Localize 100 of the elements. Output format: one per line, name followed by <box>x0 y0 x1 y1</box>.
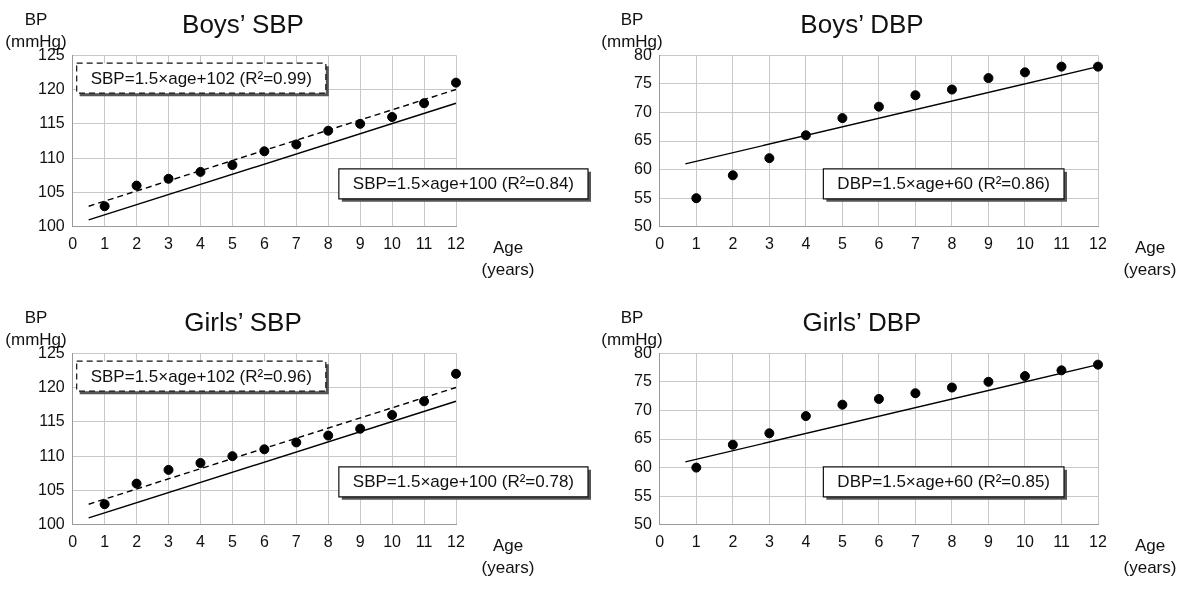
x-tick-label: 5 <box>227 234 237 252</box>
point <box>1093 359 1103 370</box>
y-tick-label: 70 <box>634 102 652 120</box>
annotation: DBP=1.5×age+60 (R²=0.86) <box>837 174 1051 194</box>
point <box>1019 371 1030 382</box>
y-axis-title: BP (mmHg) <box>601 307 663 349</box>
point <box>387 111 398 122</box>
x-tick-label: 9 <box>984 234 993 252</box>
x-tick-label: 4 <box>801 532 811 550</box>
point <box>451 368 461 379</box>
y-tick-label: 105 <box>37 480 65 498</box>
point <box>195 458 206 469</box>
point <box>419 396 430 407</box>
x-axis-title: Age (years) <box>1123 238 1177 280</box>
point <box>800 411 811 422</box>
point <box>727 439 738 450</box>
y-tick-label: 75 <box>634 372 652 390</box>
point <box>1056 365 1067 376</box>
x-tick-label: 8 <box>947 532 957 550</box>
x-tick-label: 7 <box>291 532 301 550</box>
x-tick-label: 2 <box>132 234 142 252</box>
x-tick-label: 12 <box>1089 532 1107 550</box>
y-tick-label: 55 <box>634 486 652 504</box>
point <box>1019 67 1030 78</box>
y-tick-label: 120 <box>37 377 65 395</box>
x-tick-label: 10 <box>1016 234 1034 252</box>
y-axis-title: BP (mmHg) <box>601 9 663 51</box>
x-tick-label: 1 <box>691 532 701 550</box>
y-tick-label: 60 <box>634 160 652 178</box>
y-tick-label: 65 <box>634 429 652 447</box>
x-tick-label: 10 <box>383 532 402 550</box>
point <box>764 428 775 439</box>
point <box>323 430 334 441</box>
x-tick-label: 6 <box>874 234 884 252</box>
point <box>355 423 366 434</box>
x-axis-title: Age (years) <box>481 238 535 280</box>
x-axis-title: Age (years) <box>1123 536 1177 578</box>
chart-title: Boys’ SBP <box>182 8 304 39</box>
y-tick-label: 60 <box>634 458 652 476</box>
chart-title: Boys’ DBP <box>800 8 924 39</box>
y-tick-label: 55 <box>634 188 652 206</box>
x-tick-label: 12 <box>447 532 465 550</box>
point <box>764 153 775 164</box>
point <box>691 193 702 204</box>
point <box>99 201 110 212</box>
y-tick-label: 100 <box>37 515 65 533</box>
point <box>837 113 848 124</box>
point <box>131 478 142 489</box>
y-tick-label: 75 <box>634 74 652 92</box>
x-tick-label: 0 <box>655 532 665 550</box>
x-tick-label: 1 <box>100 532 110 550</box>
point <box>946 84 957 95</box>
point <box>691 462 702 473</box>
x-tick-label: 7 <box>291 234 301 252</box>
point <box>163 464 174 475</box>
x-tick-label: 4 <box>801 234 811 252</box>
annotation: SBP=1.5×age+100 (R²=0.78) <box>352 472 575 492</box>
x-tick-label: 3 <box>764 532 774 550</box>
y-tick-label: 115 <box>39 114 65 132</box>
point <box>419 98 430 109</box>
x-tick-label: 5 <box>227 532 237 550</box>
x-tick-label: 8 <box>323 234 333 252</box>
x-tick-label: 4 <box>196 532 206 550</box>
point <box>227 160 238 171</box>
point <box>259 146 270 157</box>
y-tick-label: 50 <box>634 515 652 533</box>
point <box>259 444 270 455</box>
x-tick-label: 0 <box>68 234 78 252</box>
point <box>131 180 142 191</box>
x-tick-label: 12 <box>447 234 465 252</box>
annotation: SBP=1.5×age+102 (R²=0.96) <box>90 366 312 386</box>
point <box>291 139 302 150</box>
point <box>99 499 110 510</box>
annotation: DBP=1.5×age+60 (R²=0.85) <box>837 472 1051 492</box>
x-tick-label: 6 <box>874 532 884 550</box>
chart-title: Girls’ SBP <box>184 306 302 337</box>
x-tick-label: 3 <box>764 234 774 252</box>
point <box>946 382 957 393</box>
x-axis-title: Age (years) <box>481 536 535 578</box>
point <box>451 77 461 88</box>
y-tick-label: 110 <box>39 446 65 464</box>
point <box>800 130 811 141</box>
x-tick-label: 5 <box>837 234 847 252</box>
annotation: SBP=1.5×age+100 (R²=0.84) <box>352 174 575 194</box>
y-tick-label: 110 <box>39 148 65 166</box>
x-tick-label: 12 <box>1089 234 1107 252</box>
x-tick-label: 9 <box>984 532 993 550</box>
x-tick-label: 4 <box>196 234 206 252</box>
point <box>873 393 884 404</box>
x-tick-label: 1 <box>691 234 701 252</box>
point <box>983 376 994 387</box>
x-tick-label: 11 <box>1053 234 1070 252</box>
y-tick-label: 115 <box>39 412 65 430</box>
point <box>323 125 334 136</box>
x-tick-label: 11 <box>415 532 433 550</box>
y-tick-label: 120 <box>37 79 65 97</box>
annotation: SBP=1.5×age+102 (R²=0.99) <box>90 68 312 88</box>
y-tick-label: 70 <box>634 400 652 418</box>
y-tick-label: 65 <box>634 131 652 149</box>
x-tick-label: 0 <box>68 532 78 550</box>
